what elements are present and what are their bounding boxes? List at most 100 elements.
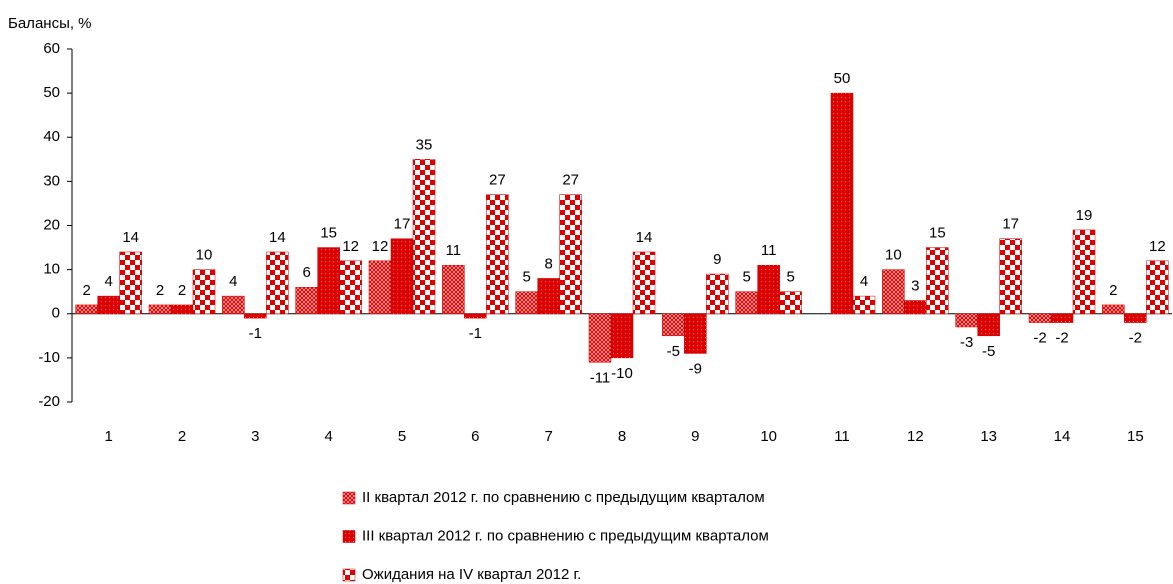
value-label: 5 <box>786 269 794 286</box>
bar <box>75 304 98 314</box>
x-tick-label: 11 <box>834 428 850 445</box>
bar <box>588 313 612 363</box>
legend-label: III квартал 2012 г. по сравнению с преды… <box>362 527 769 544</box>
value-label: 14 <box>122 229 139 246</box>
bar <box>119 251 142 315</box>
bar <box>148 304 172 314</box>
legend-label: II квартал 2012 г. по сравнению с предыд… <box>362 489 765 506</box>
bar <box>1050 313 1074 323</box>
value-label: -10 <box>611 365 633 382</box>
bar <box>955 313 978 328</box>
value-label: 12 <box>342 238 359 255</box>
y-tick-label: -20 <box>38 393 60 410</box>
bar <box>757 264 780 314</box>
value-label: -2 <box>1033 330 1046 347</box>
value-label: 5 <box>522 269 530 286</box>
value-label: -11 <box>590 369 611 386</box>
x-tick-label: 2 <box>178 428 186 445</box>
value-label: 4 <box>229 273 237 290</box>
bar <box>662 313 685 337</box>
bar <box>735 291 758 314</box>
value-label: -1 <box>249 325 262 342</box>
value-label: 15 <box>320 225 337 242</box>
value-label: 11 <box>446 242 462 259</box>
value-label: 27 <box>562 172 579 189</box>
bar <box>266 251 289 315</box>
x-tick-label: 7 <box>544 428 552 445</box>
bar <box>684 313 707 354</box>
x-tick-label: 9 <box>691 428 699 445</box>
bar <box>390 238 414 314</box>
x-tick-label: 3 <box>251 428 259 445</box>
bar <box>779 291 802 314</box>
y-tick-label: 20 <box>43 216 60 233</box>
value-label: 12 <box>1149 238 1166 255</box>
value-label: 2 <box>82 282 90 299</box>
value-label: 2 <box>1109 282 1117 299</box>
value-label: -2 <box>1055 330 1068 347</box>
value-label: 19 <box>1076 207 1093 224</box>
x-tick-label: 8 <box>618 428 626 445</box>
value-label: 27 <box>489 172 506 189</box>
bar <box>559 194 582 314</box>
value-label: 17 <box>394 216 411 233</box>
value-label: 8 <box>544 255 552 272</box>
bar <box>515 291 538 314</box>
bar <box>317 247 340 314</box>
bar <box>706 273 729 315</box>
value-label: 10 <box>885 247 902 264</box>
bar <box>97 295 120 315</box>
value-label: 4 <box>860 273 868 290</box>
value-label: 2 <box>156 282 164 299</box>
bar <box>610 313 634 359</box>
value-label: 17 <box>1002 216 1019 233</box>
bar <box>1124 313 1147 323</box>
bar <box>977 313 1000 337</box>
bar <box>222 295 245 315</box>
legend-swatch <box>342 530 356 543</box>
value-label: 6 <box>302 264 310 281</box>
legend-swatch <box>342 568 356 582</box>
bar <box>412 159 436 314</box>
y-tick-label: 10 <box>43 261 60 278</box>
legend-label: Ожидания на IV квартал 2012 г. <box>362 566 581 583</box>
value-label: -9 <box>689 360 702 377</box>
bar <box>368 260 392 314</box>
bar <box>295 287 318 314</box>
value-label: 10 <box>196 247 213 264</box>
legend-swatch <box>342 491 356 505</box>
bar <box>464 313 487 319</box>
value-label: 5 <box>742 269 750 286</box>
value-label: 35 <box>416 136 433 153</box>
x-tick-label: 14 <box>1054 428 1071 445</box>
x-tick-label: 12 <box>907 428 924 445</box>
value-label: 11 <box>761 242 777 259</box>
y-tick-label: 0 <box>52 305 60 322</box>
bar <box>926 247 949 314</box>
value-label: 9 <box>713 251 721 268</box>
bar <box>852 295 876 315</box>
value-label: -1 <box>469 325 482 342</box>
x-tick-label: 6 <box>471 428 479 445</box>
bar <box>1072 229 1096 315</box>
y-tick-label: 50 <box>43 84 60 101</box>
value-label: -5 <box>667 343 680 360</box>
bar <box>830 92 854 314</box>
value-label: 14 <box>636 229 653 246</box>
value-label: 15 <box>929 225 946 242</box>
x-tick-label: 1 <box>104 428 112 445</box>
value-label: -3 <box>960 334 973 351</box>
x-tick-label: 4 <box>324 428 332 445</box>
value-label: 3 <box>911 277 919 294</box>
y-tick-label: -10 <box>38 349 60 366</box>
value-label: 2 <box>178 282 186 299</box>
bar <box>442 264 465 314</box>
bar <box>882 269 905 314</box>
y-tick-label: 30 <box>43 172 60 189</box>
bar <box>904 300 927 315</box>
bar <box>486 194 509 314</box>
bar <box>170 304 194 314</box>
x-tick-label: 13 <box>980 428 997 445</box>
x-tick-label: 15 <box>1127 428 1144 445</box>
